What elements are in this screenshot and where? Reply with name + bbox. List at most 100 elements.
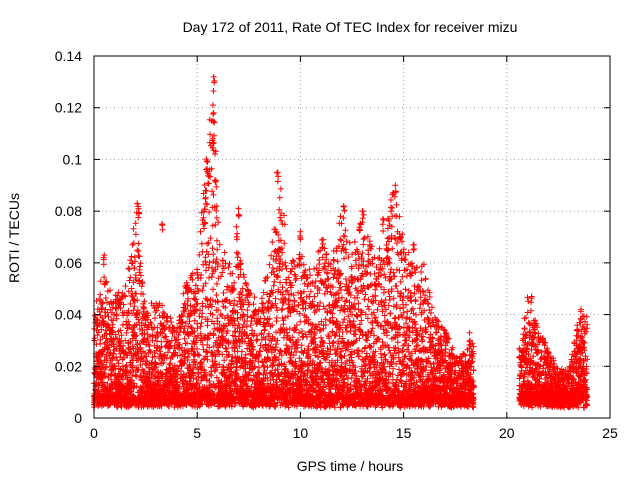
data-point [197,359,204,366]
data-point [162,325,169,332]
data-point [273,314,280,321]
data-point [140,300,147,307]
data-point [141,298,148,305]
data-point [288,268,295,275]
data-point [118,332,125,339]
data-point [100,369,107,376]
data-point [120,301,127,308]
data-point [137,344,144,351]
data-point [121,292,128,299]
data-point [139,280,146,287]
data-point [152,309,159,315]
data-point [364,303,371,310]
data-point [242,280,249,287]
data-point [126,277,133,284]
data-point [225,264,232,271]
data-point [188,324,194,330]
data-point [95,387,102,394]
data-point [126,266,133,273]
data-point [346,239,353,246]
data-point [131,265,138,272]
data-point [155,304,162,311]
data-point [215,219,222,226]
data-point [396,213,403,220]
data-point [145,312,152,319]
data-point [159,302,166,309]
data-point [132,220,139,227]
data-point [197,323,204,330]
data-point [334,258,341,265]
data-point [276,194,283,201]
data-point [292,277,299,283]
data-point [269,239,276,246]
data-point [122,337,129,344]
data-point [123,329,130,336]
data-point [214,237,220,244]
data-point [355,300,362,307]
data-point [137,272,144,279]
data-point [238,306,245,313]
data-point [286,325,293,332]
data-point [117,305,124,312]
data-point [266,261,273,268]
data-point [376,245,383,252]
data-point [261,326,268,333]
data-point [92,312,98,319]
data-point [398,234,404,241]
data-point [291,271,298,278]
data-point [110,317,116,324]
data-point [213,292,220,298]
data-point [350,318,357,325]
data-point [109,328,116,335]
data-point [384,329,390,336]
data-point [135,252,142,259]
data-point [221,357,228,364]
data-point [235,250,242,257]
data-point [393,201,400,208]
data-point [136,263,143,270]
data-point [330,274,337,281]
data-point [305,343,312,350]
data-point [163,354,170,361]
data-point [295,302,302,309]
data-point [381,271,388,278]
data-point [340,319,346,326]
data-point [125,318,132,325]
data-point [397,278,404,285]
data-point [127,339,134,346]
data-point [368,245,374,252]
data-point [134,247,141,254]
data-point [358,307,365,314]
data-point [209,102,216,109]
data-point [153,307,160,314]
data-point [220,290,227,296]
data-point [127,300,134,307]
data-point [127,274,134,281]
data-point [213,177,219,184]
data-point [122,283,129,290]
data-point [163,333,170,340]
data-point [136,253,143,260]
data-point [103,364,109,371]
data-point [151,353,158,360]
data-point [202,254,209,261]
data-point [392,344,399,351]
data-point [137,361,144,368]
data-point [130,225,137,232]
data-point [397,305,404,312]
data-point [161,326,168,333]
data-point [135,316,142,323]
data-point [113,311,120,318]
data-point [125,265,132,272]
data-point [119,321,126,328]
data-point [213,183,220,190]
data-point [360,241,367,248]
data-point [129,362,136,369]
data-point [128,253,135,260]
data-point [341,316,348,323]
data-point [131,333,138,340]
data-point [196,352,203,359]
data-point [132,231,139,238]
data-point [354,312,361,319]
data-point [168,319,175,326]
